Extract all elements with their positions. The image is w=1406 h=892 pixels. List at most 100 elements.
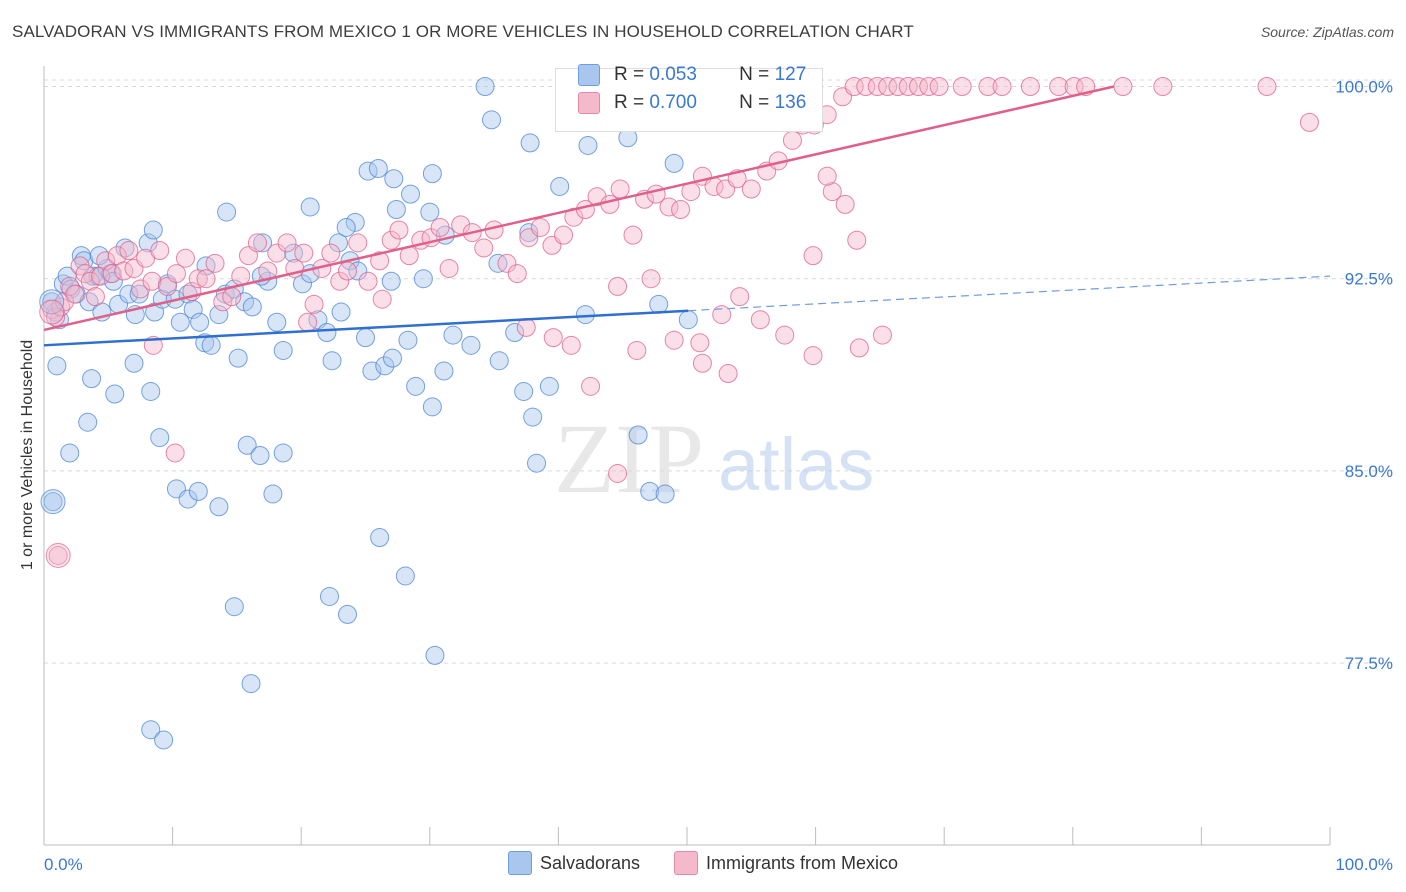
data-point [209,305,229,325]
data-point [578,135,598,155]
data-point [401,184,421,204]
data-point [822,182,842,202]
data-point [253,233,273,253]
data-point [190,312,210,332]
data-point [201,335,221,355]
data-point [878,77,898,96]
trend-line-salvadorans [43,309,689,347]
data-point [80,271,100,291]
data-point [730,287,750,307]
data-point [482,110,502,130]
data-point [267,243,287,263]
stats-swatch-salvadorans [578,64,600,86]
data-point [718,364,738,383]
data-point [505,323,525,342]
data-point [523,407,543,427]
data-point [888,77,908,96]
data-point [929,77,949,96]
y-tick-label: 85.0% [1345,462,1393,481]
data-point [241,674,261,694]
data-point [381,271,401,291]
data-point [856,77,876,96]
data-point [283,243,303,263]
y-axis-label: 1 or more Vehicles in Household [19,340,36,570]
data-point [138,233,158,253]
watermark: ZIP atlas [554,403,874,514]
data-point [105,384,125,404]
data-point [224,597,244,617]
data-point [527,453,547,473]
stats-text-salvadorans: R = 0.053 N = 127 [614,64,806,86]
data-point [386,200,406,219]
data-point [48,545,68,565]
data-point [375,356,395,376]
data-point [550,176,570,196]
r-value: 0.700 [649,92,697,113]
data-point [434,361,454,381]
legend-swatch-salvadorans [507,851,532,875]
data-point [102,264,122,284]
data-point [1299,112,1319,132]
data-point [298,312,318,332]
data-point [175,248,195,268]
data-point [55,292,75,312]
data-point [119,284,139,304]
data-point [712,305,732,325]
data-point [331,302,351,322]
data-point [368,159,388,178]
data-point [337,604,357,624]
legend-label-mexico: Immigrants from Mexico [706,852,899,873]
data-point [640,481,660,501]
data-point [337,261,357,281]
legend-item-mexico[interactable]: Immigrants from Mexico [674,851,898,875]
data-point [222,287,242,307]
data-point [952,77,972,96]
trend-line-mexico [43,85,1115,332]
data-point [345,212,365,232]
data-point [273,340,293,360]
source-label: Source: ZipAtlas.com [1260,24,1394,40]
data-point [575,305,595,325]
data-point [690,333,710,353]
data-point [165,443,185,463]
data-point [1049,77,1069,96]
data-point [872,325,892,345]
data-point [91,266,111,286]
data-point [554,225,574,245]
data-point [294,243,314,263]
data-point [439,258,459,278]
data-point [497,253,517,273]
legend-item-salvadorans[interactable]: Salvadorans [507,851,641,875]
data-point [610,179,630,199]
data-point [908,77,928,96]
data-point [143,220,163,240]
data-point [65,284,85,304]
data-point [507,264,527,284]
data-point [422,164,442,184]
data-point [250,446,270,465]
data-point [247,233,267,253]
data-point [209,497,229,517]
data-point [277,233,297,253]
watermark-atlas: atlas [718,423,874,506]
data-point [539,376,559,396]
legend-label-salvadorans: Salvadorans [539,852,641,873]
chart-title: SALVADORAN VS IMMIGRANTS FROM MEXICO 1 O… [12,22,914,41]
legend-swatch-mexico [674,851,699,875]
data-point [1113,77,1133,96]
data-point [422,397,442,417]
data-point [370,528,390,547]
data-point [561,335,581,355]
data-point [628,425,648,445]
n-value: 136 [774,92,807,113]
n-value: 127 [774,64,807,85]
data-point [803,246,823,266]
data-point [992,77,1012,96]
data-point [141,720,161,740]
data-point [154,730,174,750]
data-point [420,202,440,222]
y-tick-label: 92.5% [1345,270,1393,289]
data-point [130,279,150,299]
data-point [267,312,287,332]
trend-line-salvadorans-extension [688,275,1331,312]
